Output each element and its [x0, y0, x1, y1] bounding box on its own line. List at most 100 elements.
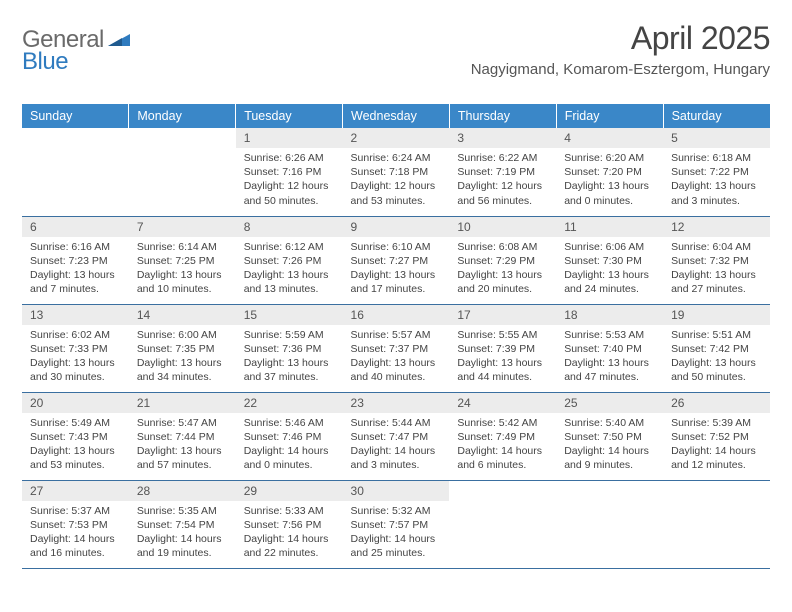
day-number: 17	[449, 305, 556, 325]
day-data: Sunrise: 5:33 AMSunset: 7:56 PMDaylight:…	[236, 501, 343, 565]
daylight-text: Daylight: 14 hours and 9 minutes.	[564, 444, 655, 472]
day-number: 14	[129, 305, 236, 325]
calendar-cell: 19Sunrise: 5:51 AMSunset: 7:42 PMDayligh…	[663, 304, 770, 392]
day-number: 16	[343, 305, 450, 325]
sunset-text: Sunset: 7:43 PM	[30, 430, 121, 444]
page-header: General April 2025 Nagyigmand, Komarom-E…	[22, 20, 770, 78]
calendar-cell	[449, 480, 556, 568]
sunset-text: Sunset: 7:53 PM	[30, 518, 121, 532]
day-number: 28	[129, 481, 236, 501]
sunrise-text: Sunrise: 6:04 AM	[671, 240, 762, 254]
day-data: Sunrise: 5:49 AMSunset: 7:43 PMDaylight:…	[22, 413, 129, 477]
sunrise-text: Sunrise: 6:14 AM	[137, 240, 228, 254]
sunrise-text: Sunrise: 6:00 AM	[137, 328, 228, 342]
sunset-text: Sunset: 7:56 PM	[244, 518, 335, 532]
sunset-text: Sunset: 7:39 PM	[457, 342, 548, 356]
calendar-week-row: 6Sunrise: 6:16 AMSunset: 7:23 PMDaylight…	[22, 216, 770, 304]
daylight-text: Daylight: 13 hours and 10 minutes.	[137, 268, 228, 296]
calendar-cell: 11Sunrise: 6:06 AMSunset: 7:30 PMDayligh…	[556, 216, 663, 304]
day-data: Sunrise: 6:18 AMSunset: 7:22 PMDaylight:…	[663, 148, 770, 212]
sunrise-text: Sunrise: 5:46 AM	[244, 416, 335, 430]
daylight-text: Daylight: 13 hours and 44 minutes.	[457, 356, 548, 384]
sunrise-text: Sunrise: 5:51 AM	[671, 328, 762, 342]
sunrise-text: Sunrise: 6:02 AM	[30, 328, 121, 342]
day-data: Sunrise: 5:55 AMSunset: 7:39 PMDaylight:…	[449, 325, 556, 389]
col-wednesday: Wednesday	[343, 104, 450, 128]
sunset-text: Sunset: 7:40 PM	[564, 342, 655, 356]
day-number: 26	[663, 393, 770, 413]
calendar-cell: 9Sunrise: 6:10 AMSunset: 7:27 PMDaylight…	[343, 216, 450, 304]
day-data: Sunrise: 6:22 AMSunset: 7:19 PMDaylight:…	[449, 148, 556, 212]
daylight-text: Daylight: 13 hours and 0 minutes.	[564, 179, 655, 207]
calendar-cell: 23Sunrise: 5:44 AMSunset: 7:47 PMDayligh…	[343, 392, 450, 480]
calendar-cell: 22Sunrise: 5:46 AMSunset: 7:46 PMDayligh…	[236, 392, 343, 480]
sunrise-text: Sunrise: 6:16 AM	[30, 240, 121, 254]
sunrise-text: Sunrise: 6:08 AM	[457, 240, 548, 254]
calendar-cell: 8Sunrise: 6:12 AMSunset: 7:26 PMDaylight…	[236, 216, 343, 304]
daylight-text: Daylight: 13 hours and 40 minutes.	[351, 356, 442, 384]
calendar-cell	[22, 128, 129, 216]
col-monday: Monday	[129, 104, 236, 128]
day-number: 8	[236, 217, 343, 237]
day-number: 1	[236, 128, 343, 148]
calendar-cell: 6Sunrise: 6:16 AMSunset: 7:23 PMDaylight…	[22, 216, 129, 304]
day-data: Sunrise: 6:24 AMSunset: 7:18 PMDaylight:…	[343, 148, 450, 212]
calendar-cell: 15Sunrise: 5:59 AMSunset: 7:36 PMDayligh…	[236, 304, 343, 392]
sunset-text: Sunset: 7:54 PM	[137, 518, 228, 532]
day-number: 24	[449, 393, 556, 413]
month-title: April 2025	[471, 20, 770, 57]
calendar-cell: 27Sunrise: 5:37 AMSunset: 7:53 PMDayligh…	[22, 480, 129, 568]
day-number: 22	[236, 393, 343, 413]
daylight-text: Daylight: 14 hours and 19 minutes.	[137, 532, 228, 560]
sunset-text: Sunset: 7:33 PM	[30, 342, 121, 356]
sunset-text: Sunset: 7:49 PM	[457, 430, 548, 444]
sunrise-text: Sunrise: 5:53 AM	[564, 328, 655, 342]
daylight-text: Daylight: 14 hours and 3 minutes.	[351, 444, 442, 472]
calendar-cell: 10Sunrise: 6:08 AMSunset: 7:29 PMDayligh…	[449, 216, 556, 304]
day-data: Sunrise: 5:39 AMSunset: 7:52 PMDaylight:…	[663, 413, 770, 477]
calendar-cell: 1Sunrise: 6:26 AMSunset: 7:16 PMDaylight…	[236, 128, 343, 216]
daylight-text: Daylight: 13 hours and 57 minutes.	[137, 444, 228, 472]
daylight-text: Daylight: 13 hours and 7 minutes.	[30, 268, 121, 296]
calendar-week-row: 13Sunrise: 6:02 AMSunset: 7:33 PMDayligh…	[22, 304, 770, 392]
sunrise-text: Sunrise: 5:37 AM	[30, 504, 121, 518]
sunrise-text: Sunrise: 5:42 AM	[457, 416, 548, 430]
day-number: 21	[129, 393, 236, 413]
calendar-cell	[663, 480, 770, 568]
calendar-table: Sunday Monday Tuesday Wednesday Thursday…	[22, 104, 770, 569]
day-number: 3	[449, 128, 556, 148]
day-data: Sunrise: 6:10 AMSunset: 7:27 PMDaylight:…	[343, 237, 450, 301]
calendar-cell: 29Sunrise: 5:33 AMSunset: 7:56 PMDayligh…	[236, 480, 343, 568]
daylight-text: Daylight: 14 hours and 12 minutes.	[671, 444, 762, 472]
daylight-text: Daylight: 14 hours and 22 minutes.	[244, 532, 335, 560]
location-text: Nagyigmand, Komarom-Esztergom, Hungary	[471, 61, 770, 78]
daylight-text: Daylight: 13 hours and 47 minutes.	[564, 356, 655, 384]
day-data: Sunrise: 5:37 AMSunset: 7:53 PMDaylight:…	[22, 501, 129, 565]
sunrise-text: Sunrise: 6:12 AM	[244, 240, 335, 254]
calendar-week-row: 20Sunrise: 5:49 AMSunset: 7:43 PMDayligh…	[22, 392, 770, 480]
day-number: 23	[343, 393, 450, 413]
sunrise-text: Sunrise: 6:22 AM	[457, 151, 548, 165]
day-data: Sunrise: 6:02 AMSunset: 7:33 PMDaylight:…	[22, 325, 129, 389]
logo-triangle-icon	[108, 30, 130, 51]
day-data: Sunrise: 5:51 AMSunset: 7:42 PMDaylight:…	[663, 325, 770, 389]
sunset-text: Sunset: 7:57 PM	[351, 518, 442, 532]
sunrise-text: Sunrise: 5:49 AM	[30, 416, 121, 430]
calendar-cell: 30Sunrise: 5:32 AMSunset: 7:57 PMDayligh…	[343, 480, 450, 568]
day-number: 5	[663, 128, 770, 148]
calendar-week-row: 1 Sunrise: 6:26 AMSunset: 7:16 PM Daylight…	[22, 128, 770, 216]
daylight-text: Daylight: 12 hours and 56 minutes.	[457, 179, 548, 207]
day-data: Sunrise: 6:12 AMSunset: 7:26 PMDaylight:…	[236, 237, 343, 301]
sunset-text: Sunset: 7:46 PM	[244, 430, 335, 444]
day-number: 4	[556, 128, 663, 148]
daylight-text: Daylight: 13 hours and 53 minutes.	[30, 444, 121, 472]
sunset-text: Sunset: 7:18 PM	[351, 165, 442, 179]
sunset-text: Sunset: 7:16 PM	[244, 165, 335, 179]
sunrise-text: Sunrise: 6:26 AM	[244, 151, 335, 165]
day-data: Sunrise: 6:20 AMSunset: 7:20 PMDaylight:…	[556, 148, 663, 212]
day-data: Sunrise: 5:53 AMSunset: 7:40 PMDaylight:…	[556, 325, 663, 389]
daylight-text: Daylight: 13 hours and 30 minutes.	[30, 356, 121, 384]
calendar-cell: 2Sunrise: 6:24 AMSunset: 7:18 PMDaylight…	[343, 128, 450, 216]
sunset-text: Sunset: 7:27 PM	[351, 254, 442, 268]
calendar-week-row: 27Sunrise: 5:37 AMSunset: 7:53 PMDayligh…	[22, 480, 770, 568]
